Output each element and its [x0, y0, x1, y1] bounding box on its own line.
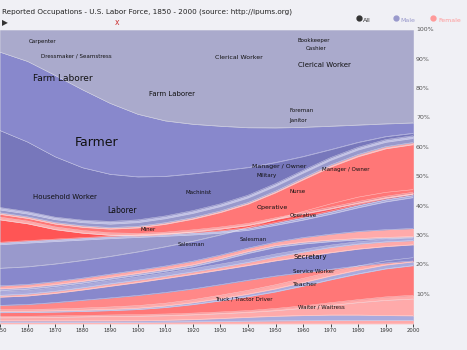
Text: 60%: 60%	[416, 145, 430, 150]
Text: Janitor: Janitor	[289, 118, 307, 124]
Text: Reported Occupations - U.S. Labor Force, 1850 - 2000 (source: http://ipums.org): Reported Occupations - U.S. Labor Force,…	[2, 8, 292, 15]
Text: Foreman: Foreman	[289, 108, 313, 113]
Text: Manager / Owner: Manager / Owner	[322, 167, 370, 172]
Text: Service Worker: Service Worker	[293, 269, 335, 274]
Text: Laborer: Laborer	[107, 206, 137, 215]
Text: 80%: 80%	[416, 86, 430, 91]
Text: Farm Laborer: Farm Laborer	[149, 91, 195, 97]
Text: Carpenter: Carpenter	[29, 39, 57, 44]
Text: Waiter / Waitress: Waiter / Waitress	[297, 304, 344, 309]
Text: Miner: Miner	[141, 227, 156, 232]
Text: 70%: 70%	[416, 116, 430, 120]
Text: 40%: 40%	[416, 204, 430, 209]
Text: Household Worker: Household Worker	[33, 194, 97, 200]
Text: All: All	[363, 18, 371, 23]
Text: Farmer: Farmer	[74, 136, 118, 149]
Text: Bookkeeper: Bookkeeper	[297, 38, 330, 43]
Text: Teacher: Teacher	[293, 282, 318, 287]
Text: Operative: Operative	[289, 213, 317, 218]
Text: ▶: ▶	[2, 18, 8, 27]
Text: Cashier: Cashier	[306, 46, 326, 51]
Text: Salesman: Salesman	[240, 237, 267, 242]
Text: Salesman: Salesman	[178, 243, 205, 247]
Text: Clerical Worker: Clerical Worker	[215, 55, 262, 60]
Text: 30%: 30%	[416, 233, 430, 238]
Text: Operative: Operative	[256, 205, 288, 210]
Text: Male: Male	[401, 18, 416, 23]
Text: Clerical Worker: Clerical Worker	[297, 62, 350, 68]
Text: Farm Laborer: Farm Laborer	[33, 74, 92, 83]
Text: 100%: 100%	[416, 27, 433, 32]
Text: Dressmaker / Seamstress: Dressmaker / Seamstress	[41, 54, 112, 59]
Text: 90%: 90%	[416, 57, 430, 62]
Text: Machinist: Machinist	[186, 190, 212, 195]
Text: 50%: 50%	[416, 174, 430, 179]
Text: 10%: 10%	[416, 292, 430, 297]
Text: Nurse: Nurse	[289, 189, 305, 194]
Text: 20%: 20%	[416, 262, 430, 267]
Text: Manager / Owner: Manager / Owner	[252, 164, 306, 169]
Text: Secretary: Secretary	[293, 254, 327, 260]
Text: Truck / Tractor Driver: Truck / Tractor Driver	[215, 297, 272, 302]
Text: Female: Female	[438, 18, 461, 23]
Text: x: x	[114, 18, 119, 27]
Text: Military: Military	[256, 173, 276, 178]
